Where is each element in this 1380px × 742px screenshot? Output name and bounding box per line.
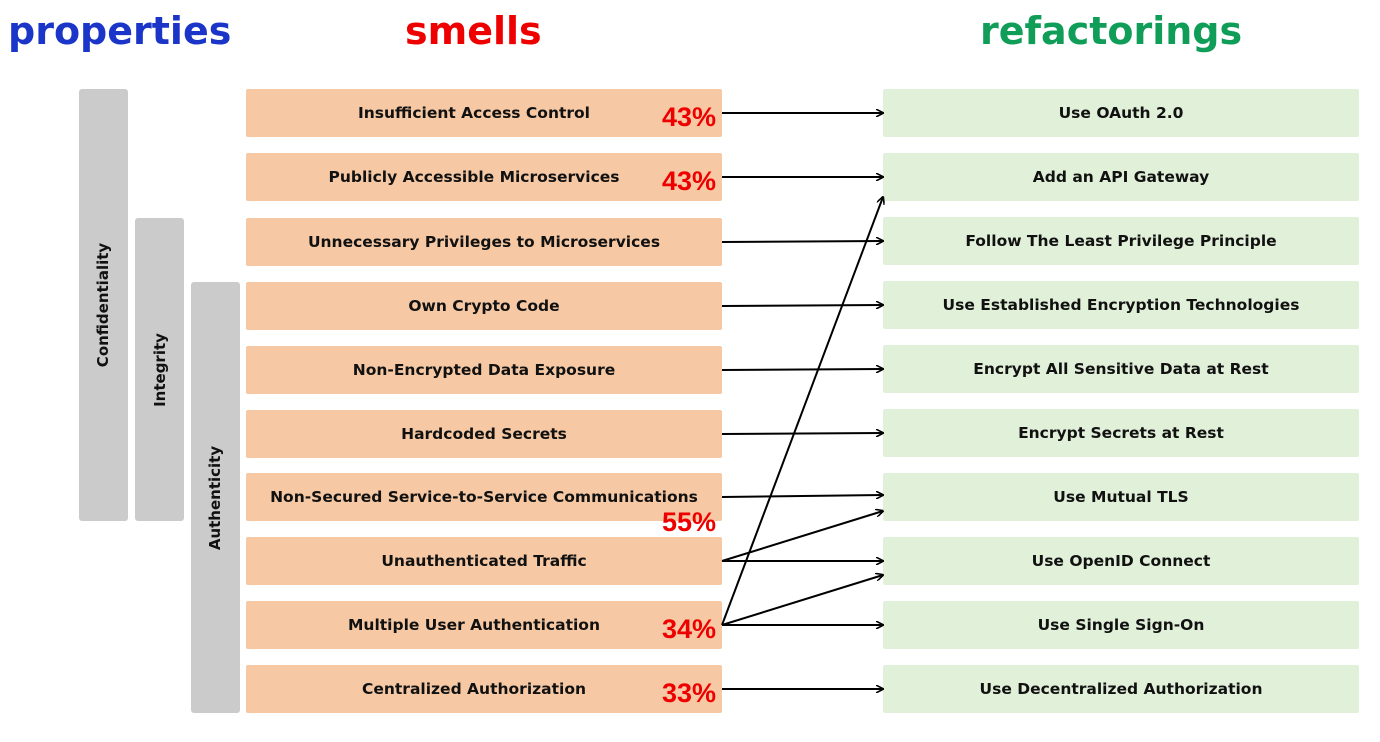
arrow-smell-8-to-refactoring-7 [721, 575, 883, 626]
refactoring-box: Follow The Least Privilege Principle [883, 217, 1359, 265]
refactoring-box: Encrypt Secrets at Rest [883, 409, 1359, 457]
refactoring-box: Use Established Encryption Technologies [883, 281, 1359, 329]
smell-label: Non-Encrypted Data Exposure [352, 361, 616, 379]
refactoring-box: Use Decentralized Authorization [883, 665, 1359, 713]
refactoring-label: Use Single Sign-On [1037, 616, 1205, 634]
arrow-smell-2-to-refactoring-2 [721, 241, 883, 242]
smell-label: Hardcoded Secrets [401, 425, 567, 443]
smell-label: Own Crypto Code [408, 297, 560, 315]
refactorings-header: refactorings [980, 9, 1243, 53]
arrow-smell-5-to-refactoring-5 [721, 433, 883, 434]
smell-label: Multiple User Authentication [348, 616, 600, 634]
smells-header: smells [405, 9, 542, 53]
smell-percentage: 34% [662, 614, 717, 644]
smell-label: Unauthenticated Traffic [381, 552, 587, 570]
refactoring-label: Add an API Gateway [1032, 168, 1210, 186]
property-bar-integrity: Integrity [135, 218, 184, 521]
properties-header: properties [8, 9, 232, 53]
arrow-smell-7-to-refactoring-6 [721, 511, 883, 562]
arrow-smell-6-to-refactoring-6 [721, 495, 883, 497]
arrow-smell-8-to-refactoring-1 [721, 197, 883, 626]
arrow-smell-4-to-refactoring-4 [721, 369, 883, 370]
property-bar-authenticity: Authenticity [191, 282, 240, 713]
refactoring-box: Add an API Gateway [883, 153, 1359, 201]
smell-box: Unauthenticated Traffic [246, 537, 722, 585]
refactoring-label: Follow The Least Privilege Principle [965, 232, 1277, 250]
refactoring-label: Use OpenID Connect [1031, 552, 1211, 570]
smell-percentage: 43% [662, 102, 717, 132]
smell-box: Own Crypto Code [246, 282, 722, 330]
refactoring-label: Use Mutual TLS [1053, 488, 1189, 506]
refactoring-label: Use Established Encryption Technologies [942, 296, 1300, 314]
refactoring-label: Encrypt All Sensitive Data at Rest [973, 360, 1269, 378]
refactoring-box: Use OAuth 2.0 [883, 89, 1359, 137]
smell-box: Unnecessary Privileges to Microservices [246, 218, 722, 266]
refactoring-label: Use Decentralized Authorization [979, 680, 1263, 698]
smell-label: Insufficient Access Control [357, 104, 590, 122]
refactoring-box: Use Single Sign-On [883, 601, 1359, 649]
smell-box: Non-Encrypted Data Exposure [246, 346, 722, 394]
smell-percentage: 33% [662, 678, 717, 708]
smell-percentage: 43% [662, 166, 717, 196]
refactoring-box: Encrypt All Sensitive Data at Rest [883, 345, 1359, 393]
refactoring-box: Use Mutual TLS [883, 473, 1359, 521]
arrow-smell-3-to-refactoring-3 [721, 305, 883, 306]
smell-label: Unnecessary Privileges to Microservices [307, 233, 661, 251]
smell-box: Hardcoded Secrets [246, 410, 722, 458]
refactoring-label: Use OAuth 2.0 [1058, 104, 1184, 122]
property-bar-confidentiality: Confidentiality [79, 89, 128, 521]
smell-box: Insufficient Access Control [246, 89, 722, 137]
smell-box: Publicly Accessible Microservices [246, 153, 722, 201]
smell-label: Publicly Accessible Microservices [328, 168, 620, 186]
smell-box: Multiple User Authentication [246, 601, 722, 649]
smell-box: Non-Secured Service-to-Service Communica… [246, 473, 722, 521]
smell-label: Centralized Authorization [361, 680, 587, 698]
smell-box: Centralized Authorization [246, 665, 722, 713]
refactoring-label: Encrypt Secrets at Rest [1018, 424, 1224, 442]
smell-percentage: 55% [662, 507, 717, 537]
refactoring-box: Use OpenID Connect [883, 537, 1359, 585]
smell-label: Non-Secured Service-to-Service Communica… [270, 488, 698, 506]
